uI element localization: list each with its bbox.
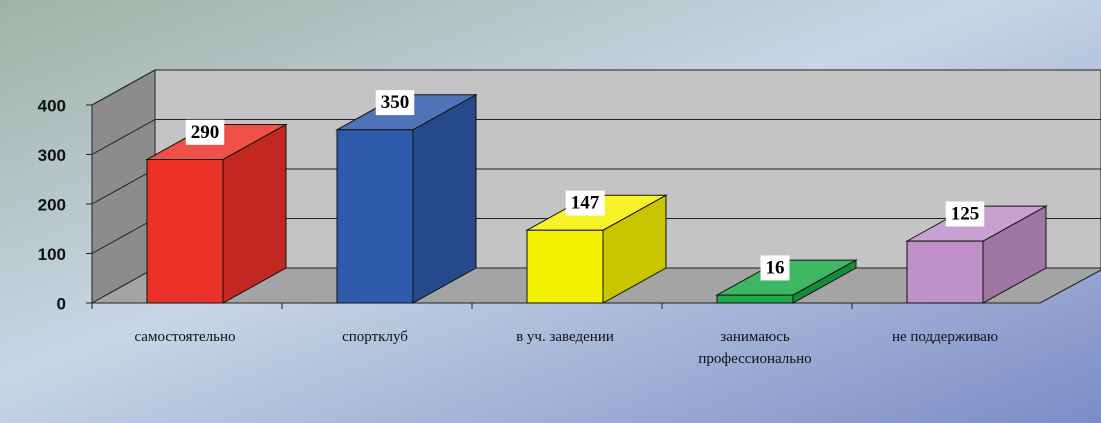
grid-line [91, 218, 156, 254]
value-label-box [760, 255, 790, 281]
x-tick-label: спортклуб [342, 329, 408, 345]
y-tick-label: 0 [57, 294, 66, 313]
y-tick-label: 200 [38, 195, 66, 214]
bar-front [146, 158, 224, 304]
value-label: 290 [191, 122, 220, 143]
y-tick-label: 400 [38, 96, 66, 115]
grid-line [91, 69, 156, 106]
value-label: 16 [766, 257, 785, 278]
y-tick-label: 300 [38, 146, 66, 165]
bar-front [906, 240, 984, 304]
x-tick-label: самостоятельно [134, 329, 235, 345]
bar-front [526, 229, 604, 304]
grid-line [91, 168, 156, 205]
value-label-box [945, 201, 985, 227]
value-label: 147 [571, 193, 600, 214]
y-tick-label: 100 [38, 245, 66, 264]
bar-side [412, 93, 477, 304]
value-label-box [185, 119, 225, 145]
value-label-box [375, 90, 415, 116]
x-tick-label: не поддерживаю [892, 329, 998, 345]
x-tick-label: в уч. заведении [516, 329, 614, 345]
grid-line [91, 119, 156, 155]
value-label: 125 [951, 203, 980, 224]
bar-front [716, 294, 794, 304]
bar-front [336, 129, 414, 304]
value-label: 350 [381, 92, 410, 113]
value-label-box [565, 190, 605, 216]
x-tick-label: занимаюсь профессионально [698, 329, 811, 367]
